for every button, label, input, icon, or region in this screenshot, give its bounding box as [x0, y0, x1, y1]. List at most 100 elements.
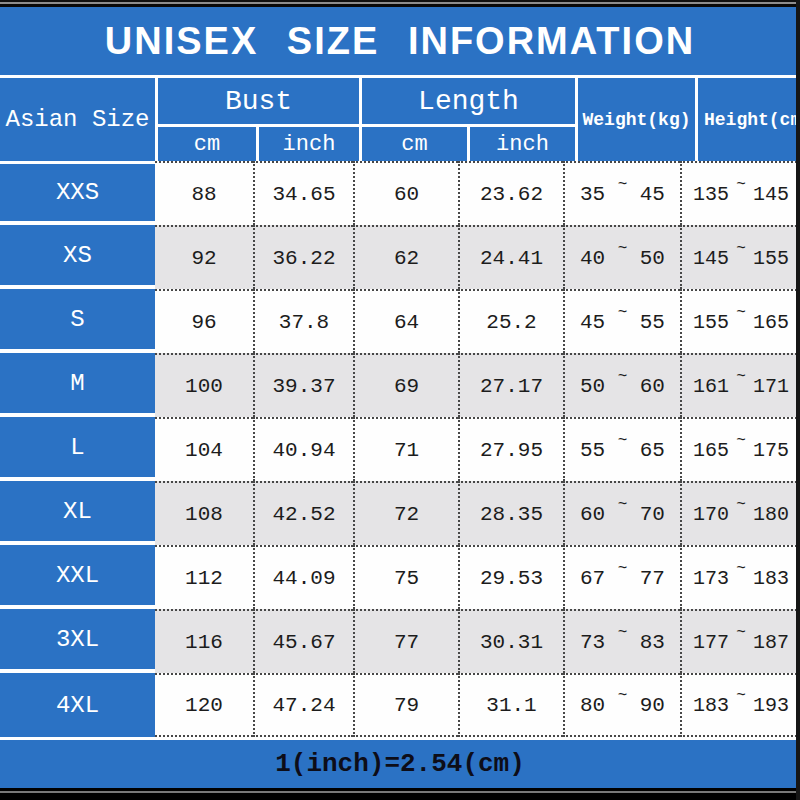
table-row: XS 92 36.22 62 24.41 40 ~ 50 145 ~ 155 [0, 225, 800, 289]
table-header: Asian Size Bust Length Weight(kg) Height… [0, 75, 800, 161]
weight-range-cell: 40 ~ 50 [563, 225, 680, 289]
weight-min: 60 [580, 503, 605, 526]
height-min: 173 [693, 567, 729, 590]
length-inch-cell: 27.95 [458, 417, 563, 481]
weight-max: 65 [640, 439, 665, 462]
weight-range-cell: 80 ~ 90 [563, 673, 680, 737]
bottom-border-bar [0, 788, 800, 800]
length-cm-cell: 72 [353, 481, 458, 545]
length-cm-cell: 69 [353, 353, 458, 417]
size-label-cell: 3XL [0, 609, 155, 673]
size-label-cell: S [0, 289, 155, 353]
weight-min: 35 [580, 183, 605, 206]
table-row: XXL 112 44.09 75 29.53 67 ~ 77 173 ~ 183 [0, 545, 800, 609]
length-inch-cell: 24.41 [458, 225, 563, 289]
weight-min: 55 [580, 439, 605, 462]
tilde-glyph: ~ [736, 240, 746, 258]
table-row: L 104 40.94 71 27.95 55 ~ 65 165 ~ 175 [0, 417, 800, 481]
tilde-glyph: ~ [618, 368, 628, 386]
size-label-cell: XL [0, 481, 155, 545]
height-max: 193 [753, 694, 789, 717]
height-min: 161 [693, 375, 729, 398]
weight-min: 73 [580, 631, 605, 654]
length-inch-cell: 31.1 [458, 673, 563, 737]
tilde-glyph: ~ [618, 176, 628, 194]
weight-max: 45 [640, 183, 665, 206]
height-range-cell: 183 ~ 193 [680, 673, 800, 737]
weight-range-cell: 50 ~ 60 [563, 353, 680, 417]
bust-cm-cell: 108 [155, 481, 253, 545]
tilde-glyph: ~ [736, 432, 746, 450]
weight-max: 77 [640, 567, 665, 590]
height-range-cell: 145 ~ 155 [680, 225, 800, 289]
header-bust-group: Bust [158, 78, 359, 124]
top-border-bar [0, 0, 800, 7]
tilde-glyph: ~ [736, 687, 746, 705]
height-max: 155 [753, 247, 789, 270]
weight-min: 40 [580, 247, 605, 270]
length-inch-cell: 28.35 [458, 481, 563, 545]
weight-range-cell: 55 ~ 65 [563, 417, 680, 481]
height-max: 183 [753, 567, 789, 590]
height-range-cell: 155 ~ 165 [680, 289, 800, 353]
length-inch-cell: 27.17 [458, 353, 563, 417]
tilde-glyph: ~ [618, 624, 628, 642]
header-weight: Weight(kg) [578, 78, 695, 161]
height-max: 171 [753, 375, 789, 398]
tilde-glyph: ~ [618, 496, 628, 514]
weight-max: 60 [640, 375, 665, 398]
tilde-glyph: ~ [618, 240, 628, 258]
length-inch-cell: 30.31 [458, 609, 563, 673]
length-inch-cell: 23.62 [458, 161, 563, 225]
height-max: 180 [753, 503, 789, 526]
table-row: XL 108 42.52 72 28.35 60 ~ 70 170 ~ 180 [0, 481, 800, 545]
tilde-glyph: ~ [618, 687, 628, 705]
header-bust-cm: cm [158, 127, 256, 161]
bust-cm-cell: 92 [155, 225, 253, 289]
weight-min: 50 [580, 375, 605, 398]
header-length-group: Length [362, 78, 575, 124]
height-range-cell: 170 ~ 180 [680, 481, 800, 545]
table-row: M 100 39.37 69 27.17 50 ~ 60 161 ~ 171 [0, 353, 800, 417]
bust-cm-cell: 120 [155, 673, 253, 737]
size-chart-sheet: UNISEX SIZE INFORMATION Asian Size Bust … [0, 0, 800, 800]
height-min: 170 [693, 503, 729, 526]
title-band: UNISEX SIZE INFORMATION [0, 7, 800, 75]
bust-inch-cell: 44.09 [253, 545, 353, 609]
tilde-glyph: ~ [618, 432, 628, 450]
height-range-cell: 177 ~ 187 [680, 609, 800, 673]
size-label-cell: XXS [0, 161, 155, 225]
bust-inch-cell: 39.37 [253, 353, 353, 417]
height-range-cell: 165 ~ 175 [680, 417, 800, 481]
weight-range-cell: 73 ~ 83 [563, 609, 680, 673]
height-max: 145 [753, 183, 789, 206]
tilde-glyph: ~ [736, 560, 746, 578]
height-max: 175 [753, 439, 789, 462]
tilde-glyph: ~ [736, 368, 746, 386]
length-inch-cell: 25.2 [458, 289, 563, 353]
weight-max: 83 [640, 631, 665, 654]
length-inch-cell: 29.53 [458, 545, 563, 609]
length-cm-cell: 64 [353, 289, 458, 353]
size-label-cell: XXL [0, 545, 155, 609]
weight-max: 55 [640, 311, 665, 334]
page-title: UNISEX SIZE INFORMATION [105, 20, 695, 63]
height-min: 135 [693, 183, 729, 206]
weight-range-cell: 60 ~ 70 [563, 481, 680, 545]
weight-range-cell: 67 ~ 77 [563, 545, 680, 609]
bust-inch-cell: 45.67 [253, 609, 353, 673]
bust-inch-cell: 47.24 [253, 673, 353, 737]
weight-min: 67 [580, 567, 605, 590]
length-cm-cell: 77 [353, 609, 458, 673]
tilde-glyph: ~ [736, 496, 746, 514]
height-max: 165 [753, 311, 789, 334]
bust-cm-cell: 100 [155, 353, 253, 417]
size-label-cell: L [0, 417, 155, 481]
length-cm-cell: 75 [353, 545, 458, 609]
tilde-glyph: ~ [736, 624, 746, 642]
bust-cm-cell: 88 [155, 161, 253, 225]
height-max: 187 [753, 631, 789, 654]
table-body: XXS 88 34.65 60 23.62 35 ~ 45 135 ~ 145 … [0, 161, 800, 737]
height-min: 155 [693, 311, 729, 334]
bust-inch-cell: 34.65 [253, 161, 353, 225]
